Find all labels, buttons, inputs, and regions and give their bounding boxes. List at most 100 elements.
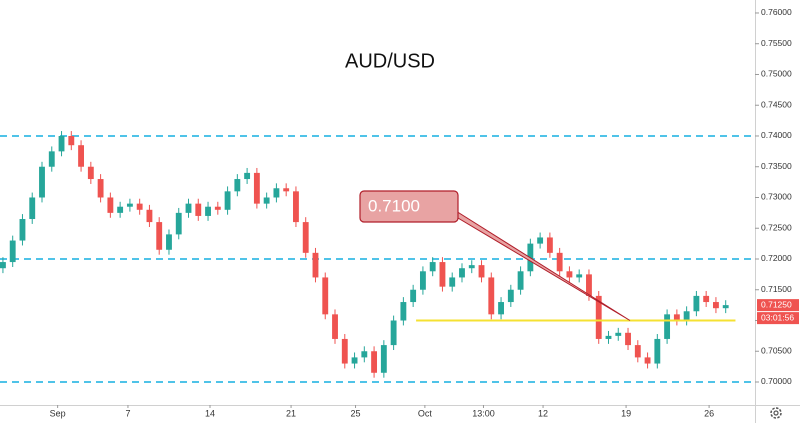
candle-body — [68, 135, 75, 146]
candle-body — [283, 188, 290, 192]
candle-body — [322, 277, 329, 315]
candle-body — [556, 252, 563, 272]
candle-body — [29, 197, 36, 220]
candle-body — [488, 277, 495, 315]
x-tick-label: 12 — [538, 408, 548, 418]
y-tick-label: 0.75000 — [761, 69, 792, 79]
candle-body — [683, 311, 690, 321]
candle-body — [78, 145, 84, 167]
x-tick-label: 25 — [351, 408, 361, 418]
candle-body — [634, 345, 641, 358]
candle-body — [586, 274, 592, 296]
candle-body — [273, 188, 280, 198]
candle-body — [107, 197, 114, 213]
candle-body — [644, 357, 651, 364]
candle-body — [234, 179, 241, 192]
y-tick-label: 0.71500 — [761, 284, 792, 294]
candle-body — [9, 240, 16, 263]
candle-body — [19, 219, 26, 241]
candle-body — [537, 237, 544, 244]
candle-body — [244, 172, 251, 180]
candle-body — [0, 262, 6, 269]
x-tick-label: 13:00 — [472, 408, 495, 418]
x-tick-label: Oct — [418, 408, 433, 418]
candle-body — [429, 262, 436, 272]
y-tick-label: 0.73000 — [761, 192, 792, 202]
candle-body — [371, 351, 378, 373]
last-price-label: 0.71250 — [761, 299, 792, 309]
candle-body — [224, 191, 231, 210]
y-tick-label: 0.74000 — [761, 130, 792, 140]
candle-body — [205, 206, 211, 216]
chart-title: AUD/USD — [345, 50, 435, 72]
candle-body — [507, 289, 514, 303]
candle-body — [48, 151, 55, 167]
y-tick-label: 0.75500 — [761, 38, 792, 48]
candle-body — [293, 191, 299, 223]
y-tick-label: 0.72000 — [761, 253, 792, 263]
candle-body — [87, 166, 94, 180]
x-tick-label: 26 — [704, 408, 714, 418]
candle-body — [625, 332, 631, 346]
candle-body — [126, 203, 133, 207]
y-tick-label: 0.76000 — [761, 7, 792, 17]
candle-body — [605, 335, 612, 339]
candle-body — [97, 179, 104, 198]
candle-body — [253, 172, 260, 204]
settings-icon[interactable] — [770, 407, 782, 419]
candle-body — [361, 351, 368, 358]
callout-box — [359, 190, 459, 223]
candle-body — [58, 135, 65, 152]
y-tick-label: 0.72500 — [761, 222, 792, 232]
candle-body — [351, 357, 358, 364]
candle-body — [439, 262, 446, 287]
candle-body — [302, 222, 309, 253]
candle-body — [449, 277, 456, 287]
candle-body — [214, 206, 221, 210]
candle-body — [713, 302, 719, 309]
candle-body — [459, 268, 465, 278]
candle-body — [380, 345, 387, 373]
candle-body — [595, 295, 602, 339]
candle-body — [410, 289, 417, 303]
candle-body — [341, 338, 348, 364]
candle-body — [664, 314, 671, 339]
candle-body — [703, 295, 710, 303]
x-tick-label: 7 — [125, 408, 130, 418]
candle-body — [390, 320, 397, 346]
countdown-label: 03:01:56 — [761, 312, 794, 322]
candle-body — [136, 203, 143, 210]
candle-body — [419, 271, 426, 290]
x-tick-label: 14 — [205, 408, 215, 418]
candle-body — [693, 295, 700, 312]
y-tick-label: 0.70500 — [761, 345, 792, 355]
callout-label: 0.7100 — [368, 196, 420, 215]
candle-body — [566, 271, 573, 278]
candle-body — [517, 271, 524, 290]
x-tick-label: 21 — [286, 408, 296, 418]
candle-body — [615, 332, 622, 336]
candle-body — [39, 166, 45, 198]
candle-body — [195, 203, 202, 216]
candle-body — [722, 305, 729, 309]
y-tick-label: 0.73500 — [761, 161, 792, 171]
candle-body — [332, 314, 338, 339]
candle-body — [117, 206, 124, 213]
candle-body — [468, 265, 475, 269]
candle-body — [654, 338, 661, 364]
candle-body — [400, 302, 407, 321]
candle-body — [498, 302, 504, 315]
candle-body — [673, 314, 680, 321]
candle-body — [146, 209, 153, 223]
y-tick-label: 0.74500 — [761, 99, 792, 109]
candle-body — [175, 212, 182, 235]
candle-body — [546, 237, 553, 253]
candle-body — [312, 252, 319, 278]
candle-body — [478, 265, 485, 278]
y-tick-label: 0.70000 — [761, 376, 792, 386]
countdown-tag — [757, 312, 799, 325]
x-tick-label: Sep — [50, 408, 66, 418]
candle-body — [156, 222, 163, 250]
candle-body — [263, 197, 270, 204]
